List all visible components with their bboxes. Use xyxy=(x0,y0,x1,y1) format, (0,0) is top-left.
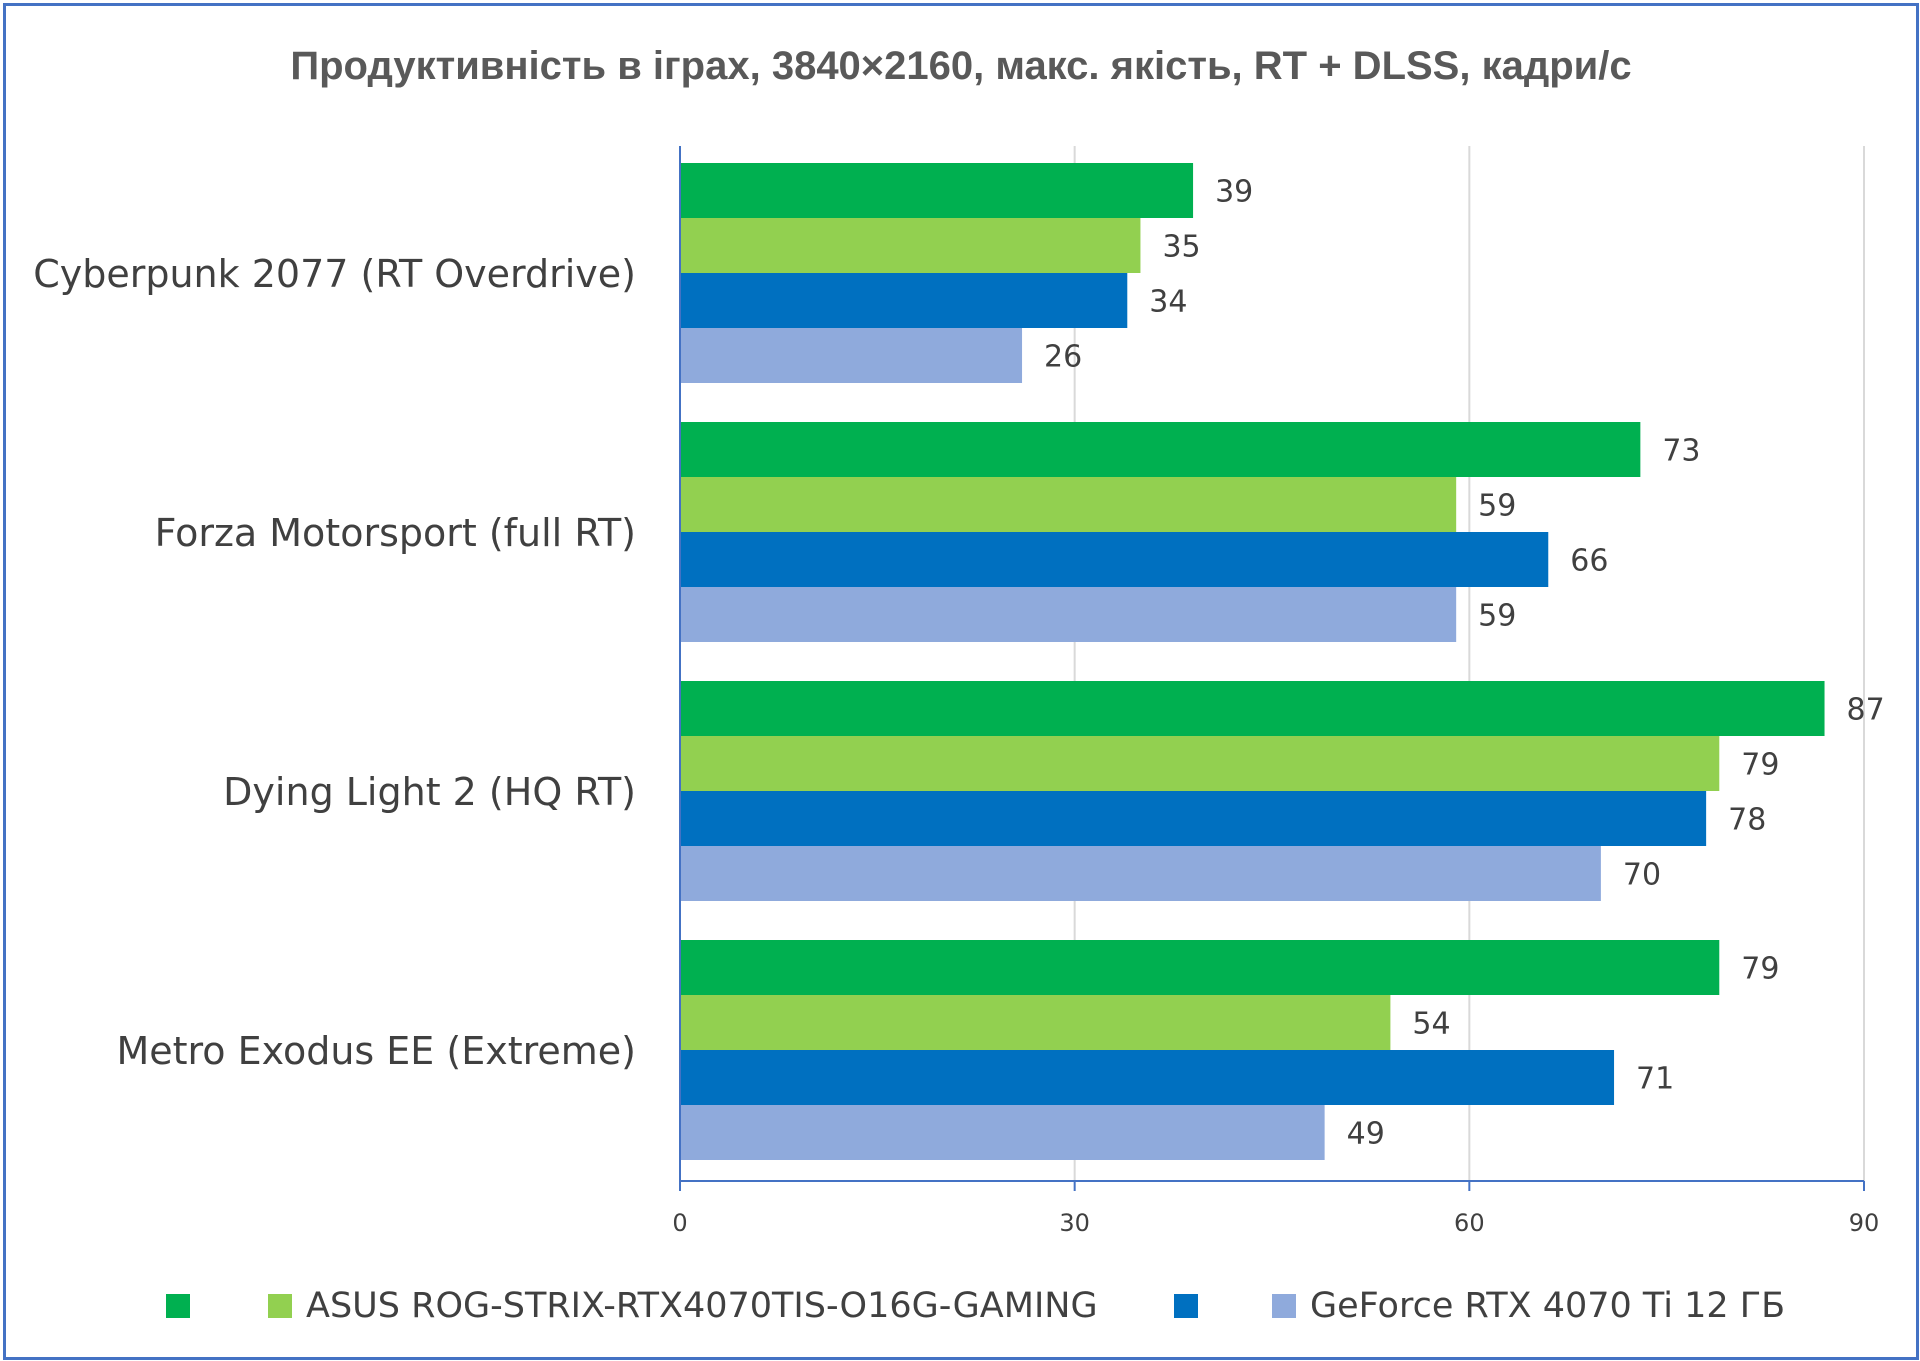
legend-swatch xyxy=(268,1294,292,1318)
bar xyxy=(680,1050,1615,1105)
bar xyxy=(680,422,1641,477)
x-tick-label: 0 xyxy=(672,1209,687,1237)
data-label: 79 xyxy=(1741,952,1779,987)
bar-chart: 39 35 34 26 Cyberpunk 2077 (RT Overdrive) 73 5… xyxy=(33,146,1885,1237)
data-label: 26 xyxy=(1044,340,1082,375)
bar xyxy=(680,681,1825,736)
data-label: 71 xyxy=(1636,1062,1674,1097)
data-label: 78 xyxy=(1728,803,1766,838)
bar xyxy=(680,791,1707,846)
x-tick-label: 30 xyxy=(1059,1209,1090,1237)
bar xyxy=(680,940,1720,995)
bar xyxy=(680,218,1141,273)
bar xyxy=(680,846,1601,901)
bar xyxy=(680,995,1391,1050)
chart-frame: Продуктивність в іграх, 3840×2160, макс.… xyxy=(3,3,1919,1360)
data-label: 73 xyxy=(1662,434,1700,469)
legend-item: GeForce RTX 4070 Ti 12 ГБ xyxy=(1272,1276,1785,1336)
bar xyxy=(680,328,1023,383)
data-label: 34 xyxy=(1149,285,1187,320)
legend-swatch xyxy=(166,1294,190,1318)
legend-label: ASUS ROG-STRIX-RTX4070TIS-O16G-GAMING xyxy=(306,1286,1098,1326)
chart-title: Продуктивність в іграх, 3840×2160, макс.… xyxy=(290,44,1632,88)
data-label: 79 xyxy=(1741,748,1779,783)
data-label: 87 xyxy=(1847,693,1885,728)
category-label: Cyberpunk 2077 (RT Overdrive) xyxy=(33,252,636,296)
data-label: 35 xyxy=(1162,230,1200,265)
data-label: 66 xyxy=(1570,544,1608,579)
bar xyxy=(680,736,1720,791)
bar xyxy=(680,587,1457,642)
legend-item: ASUS ROG-STRIX-RTX4070TIS-O16G-GAMING xyxy=(268,1276,1098,1336)
bar xyxy=(680,163,1194,218)
category-label: Metro Exodus EE (Extreme) xyxy=(116,1029,636,1073)
bar xyxy=(680,273,1128,328)
legend-swatch xyxy=(1272,1294,1296,1318)
x-tick-label: 60 xyxy=(1454,1209,1485,1237)
bar xyxy=(680,1105,1325,1160)
legend-label: GeForce RTX 4070 Ti 12 ГБ xyxy=(1310,1286,1786,1326)
data-label: 70 xyxy=(1623,858,1661,893)
legend-item xyxy=(1174,1276,1212,1336)
category-label: Dying Light 2 (HQ RT) xyxy=(223,770,636,814)
data-label: 54 xyxy=(1412,1007,1450,1042)
bar xyxy=(680,477,1457,532)
bar xyxy=(680,532,1549,587)
data-label: 59 xyxy=(1478,489,1516,524)
data-label: 39 xyxy=(1215,175,1253,210)
category-label: Forza Motorsport (full RT) xyxy=(155,511,636,555)
data-label: 49 xyxy=(1347,1117,1385,1152)
legend-swatch xyxy=(1174,1294,1198,1318)
data-label: 59 xyxy=(1478,599,1516,634)
x-tick-label: 90 xyxy=(1849,1209,1880,1237)
legend-item xyxy=(166,1276,204,1336)
chart-legend: ASUS ROG-STRIX-RTX4070TIS-O16G-GAMING GeF… xyxy=(6,1276,1916,1336)
